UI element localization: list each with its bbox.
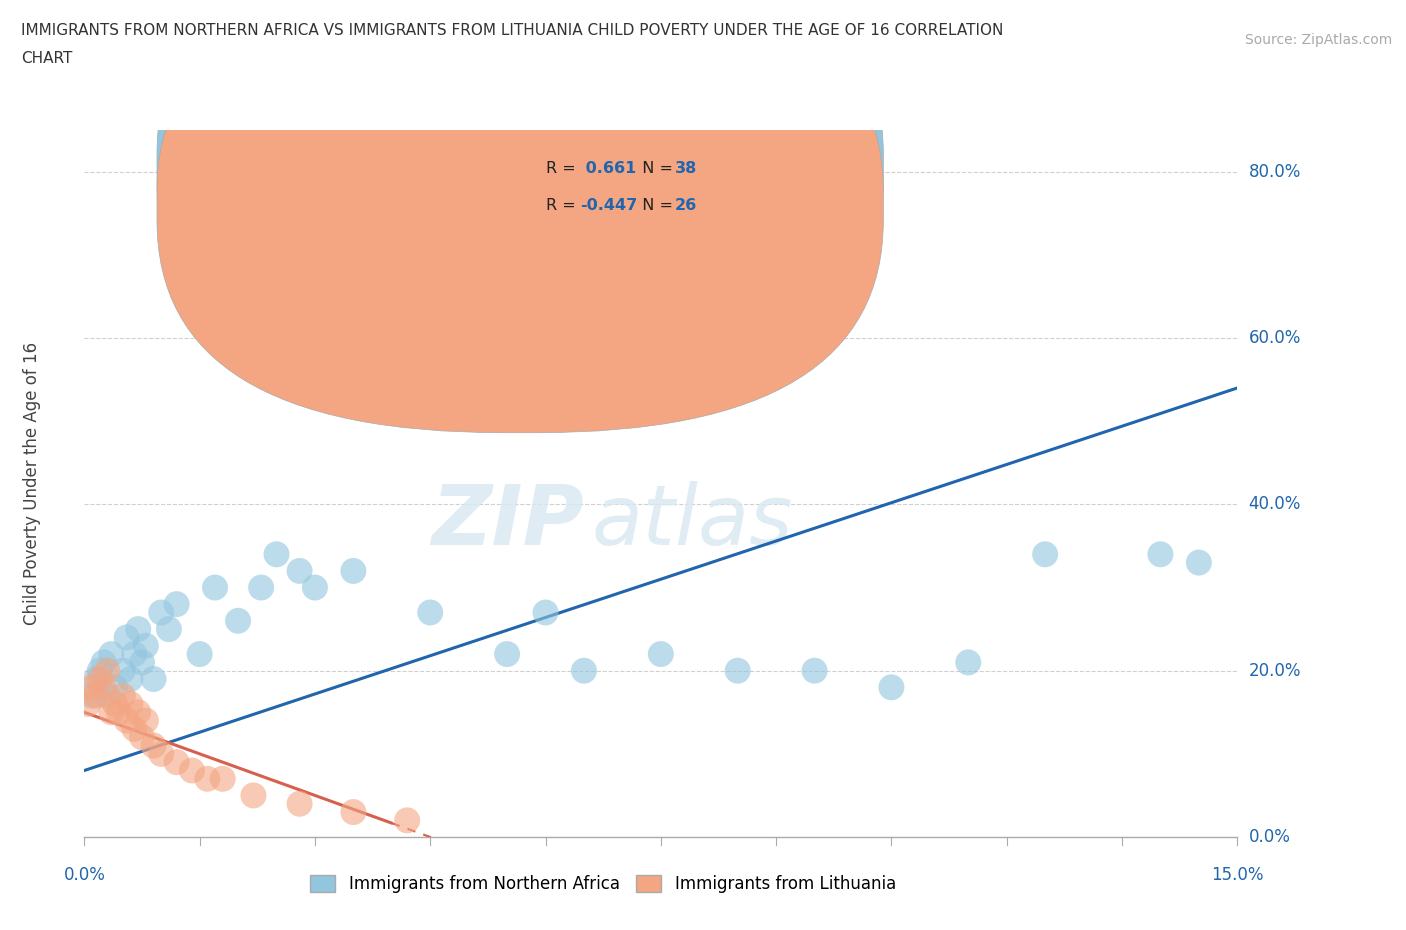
Text: 15.0%: 15.0% bbox=[1211, 866, 1264, 884]
Text: Source: ZipAtlas.com: Source: ZipAtlas.com bbox=[1244, 33, 1392, 46]
Point bbox=[211, 771, 233, 786]
Legend: Immigrants from Northern Africa, Immigrants from Lithuania: Immigrants from Northern Africa, Immigra… bbox=[304, 868, 903, 899]
Text: R =: R = bbox=[546, 198, 581, 213]
Point bbox=[120, 697, 142, 711]
Point bbox=[135, 713, 157, 728]
Point bbox=[104, 680, 127, 695]
Point bbox=[496, 646, 519, 661]
Point bbox=[195, 771, 218, 786]
Point bbox=[288, 564, 311, 578]
Point bbox=[77, 697, 100, 711]
Point bbox=[80, 688, 103, 703]
FancyBboxPatch shape bbox=[157, 0, 883, 432]
Point bbox=[342, 564, 364, 578]
Point bbox=[226, 614, 249, 629]
Point bbox=[150, 605, 173, 620]
Text: 26: 26 bbox=[675, 198, 697, 213]
Point bbox=[124, 646, 146, 661]
Point bbox=[288, 796, 311, 811]
Point bbox=[803, 663, 825, 678]
Point bbox=[304, 580, 326, 595]
Point bbox=[166, 755, 188, 770]
Point bbox=[727, 663, 749, 678]
Text: 60.0%: 60.0% bbox=[1249, 329, 1301, 347]
Text: 0.661: 0.661 bbox=[581, 161, 637, 176]
Point bbox=[96, 688, 118, 703]
Point bbox=[135, 638, 157, 653]
Text: N =: N = bbox=[633, 161, 678, 176]
Text: 0.0%: 0.0% bbox=[1249, 828, 1291, 846]
Point bbox=[96, 663, 118, 678]
Text: 38: 38 bbox=[675, 161, 697, 176]
Point bbox=[150, 747, 173, 762]
Point bbox=[157, 621, 180, 636]
Point bbox=[84, 688, 107, 703]
Point bbox=[108, 705, 131, 720]
Point bbox=[957, 655, 980, 670]
Point bbox=[1188, 555, 1211, 570]
Point bbox=[89, 671, 111, 686]
Point bbox=[131, 655, 153, 670]
Text: -0.447: -0.447 bbox=[581, 198, 637, 213]
Text: 20.0%: 20.0% bbox=[1249, 661, 1301, 680]
Point bbox=[127, 705, 149, 720]
Text: Child Poverty Under the Age of 16: Child Poverty Under the Age of 16 bbox=[24, 342, 42, 625]
Text: R =: R = bbox=[546, 161, 581, 176]
Point bbox=[142, 671, 165, 686]
Point bbox=[124, 722, 146, 737]
Point bbox=[111, 663, 134, 678]
Point bbox=[93, 680, 115, 695]
Point bbox=[104, 697, 127, 711]
Point bbox=[1033, 547, 1056, 562]
Point bbox=[181, 763, 204, 777]
Text: atlas: atlas bbox=[592, 481, 793, 562]
Text: 40.0%: 40.0% bbox=[1249, 496, 1301, 513]
Point bbox=[80, 680, 103, 695]
Text: ZIP: ZIP bbox=[432, 481, 583, 562]
Point bbox=[396, 813, 419, 828]
Point bbox=[127, 621, 149, 636]
Point bbox=[188, 646, 211, 661]
Text: CHART: CHART bbox=[21, 51, 73, 66]
Point bbox=[880, 680, 903, 695]
Text: N =: N = bbox=[633, 198, 678, 213]
Point bbox=[115, 713, 138, 728]
Text: IMMIGRANTS FROM NORTHERN AFRICA VS IMMIGRANTS FROM LITHUANIA CHILD POVERTY UNDER: IMMIGRANTS FROM NORTHERN AFRICA VS IMMIG… bbox=[21, 23, 1004, 38]
Point bbox=[342, 804, 364, 819]
Point bbox=[120, 671, 142, 686]
FancyBboxPatch shape bbox=[488, 140, 754, 232]
FancyBboxPatch shape bbox=[157, 0, 883, 395]
Point bbox=[572, 663, 595, 678]
Point bbox=[534, 605, 557, 620]
Point bbox=[250, 580, 273, 595]
Point bbox=[93, 655, 115, 670]
Text: 0.0%: 0.0% bbox=[63, 866, 105, 884]
Point bbox=[142, 738, 165, 753]
Point bbox=[1149, 547, 1171, 562]
Point bbox=[100, 705, 122, 720]
Point bbox=[115, 630, 138, 644]
Point bbox=[111, 688, 134, 703]
Point bbox=[266, 547, 288, 562]
Point bbox=[100, 646, 122, 661]
Point bbox=[204, 580, 226, 595]
Point bbox=[166, 597, 188, 612]
Point bbox=[84, 671, 107, 686]
Point bbox=[131, 730, 153, 745]
Point bbox=[650, 646, 672, 661]
Point bbox=[242, 788, 264, 803]
Point bbox=[419, 605, 441, 620]
Text: 80.0%: 80.0% bbox=[1249, 163, 1301, 180]
Point bbox=[89, 663, 111, 678]
